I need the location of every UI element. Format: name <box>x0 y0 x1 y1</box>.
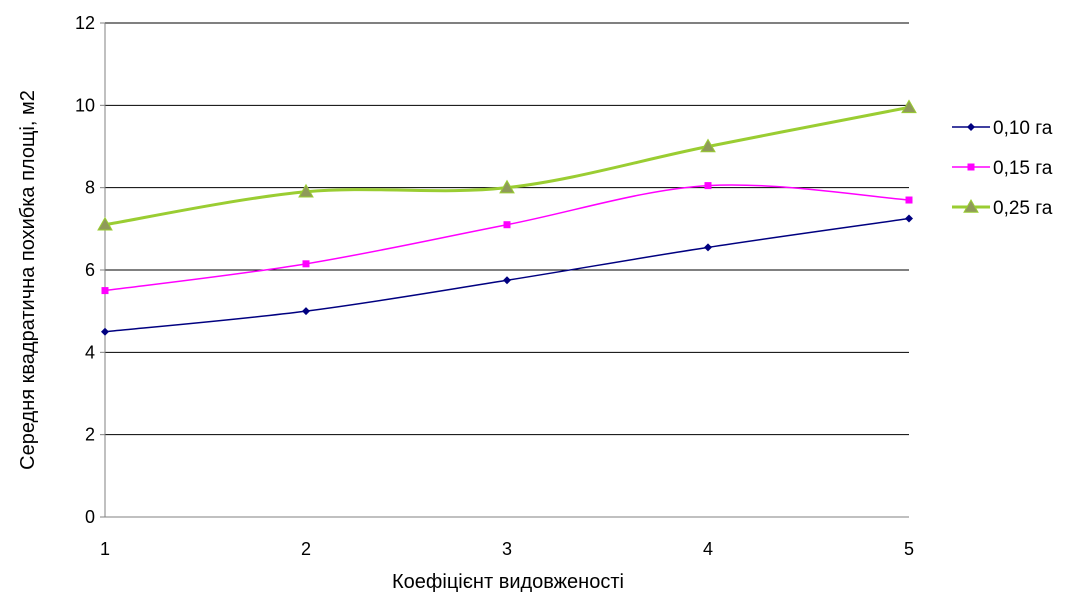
data-point-2 <box>499 179 515 194</box>
data-point-1 <box>101 287 109 295</box>
x-axis-title: Коефіцієнт видовженості <box>392 571 624 593</box>
y-tick-label: 12 <box>75 13 95 33</box>
y-tick-label: 0 <box>85 507 95 527</box>
x-tick-labels: 1 2 3 4 5 <box>100 539 914 559</box>
legend-marker-0 <box>967 123 975 131</box>
data-point-1 <box>905 196 913 204</box>
data-point-1 <box>302 260 310 268</box>
legend: 0,10 га 0,15 га 0,25 га <box>952 118 1053 219</box>
y-axis-title: Середня квадратична похибка площі, м2 <box>17 90 39 470</box>
legend-label-2: 0,25 га <box>993 198 1053 219</box>
data-point-1 <box>704 182 712 190</box>
y-tick-label: 6 <box>85 260 95 280</box>
series-line-1 <box>104 184 910 292</box>
data-point-2 <box>298 183 314 198</box>
y-tick-label: 8 <box>85 178 95 198</box>
data-point-0 <box>704 243 712 252</box>
y-tick-label: 2 <box>85 425 95 445</box>
x-tick-label: 4 <box>703 539 713 559</box>
data-point-2 <box>901 99 917 114</box>
series-line-2 <box>104 105 910 227</box>
x-tick-label: 5 <box>904 539 914 559</box>
data-point-1 <box>503 221 511 229</box>
data-point-0 <box>302 307 310 316</box>
data-point-0 <box>503 276 511 285</box>
y-tick-label: 4 <box>85 342 95 362</box>
x-tick-label: 2 <box>301 539 311 559</box>
legend-marker-1 <box>967 163 975 171</box>
y-tick-label: 10 <box>75 95 95 115</box>
x-tick-label: 1 <box>100 539 110 559</box>
data-point-0 <box>101 327 109 336</box>
legend-marker-2 <box>963 198 979 213</box>
axes <box>100 22 909 518</box>
data-point-2 <box>97 216 113 231</box>
legend-label-1: 0,15 га <box>993 158 1053 179</box>
data-point-2 <box>700 138 716 153</box>
data-point-0 <box>905 214 913 223</box>
x-tick-label: 3 <box>502 539 512 559</box>
gridlines <box>105 22 909 436</box>
y-tick-labels: 0 2 4 6 8 10 12 <box>75 13 95 527</box>
legend-label-0: 0,10 га <box>993 118 1053 139</box>
series-layer <box>97 99 917 336</box>
